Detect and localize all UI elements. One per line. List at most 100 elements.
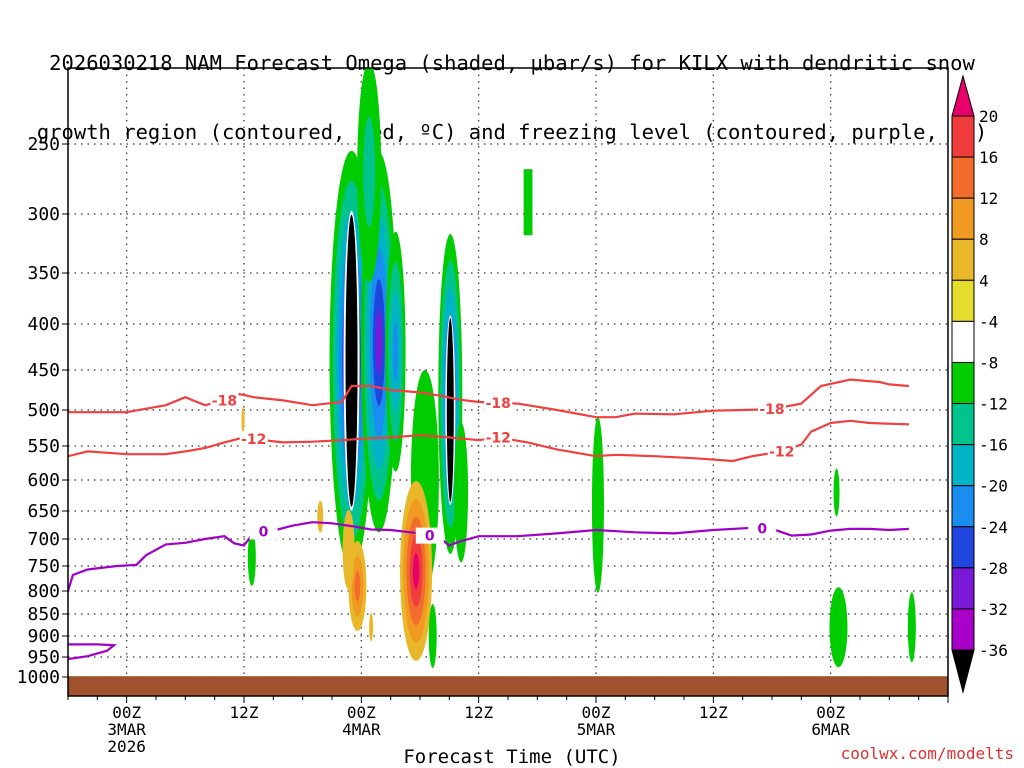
colorbar-bottom-arrow [951,649,975,694]
x-tick-label: 4MAR [342,720,381,739]
contour-freezing_0_lowleft [68,643,117,661]
colorbar-label: 20 [979,107,998,126]
omega-cell-5mar [591,416,604,593]
contour-label-bg [415,527,444,544]
y-tick-label: 850 [27,604,60,625]
ground-surface [68,676,948,696]
colorbar-label: -8 [979,353,998,372]
contour-label-dgz_minus12: -12 [769,444,794,460]
colorbar-box [951,444,975,487]
colorbar-label: 4 [979,271,989,290]
colorbar-box [951,485,975,528]
omega-cell-5mar-level [591,416,604,593]
colorbar-label: -20 [979,477,1008,496]
credit-text[interactable]: coolwx.com/modelts [840,744,1014,763]
contour-label-dgz_minus12: -12 [486,430,511,446]
omega-blob-east [446,318,454,502]
omega-pos-tiny-level [369,613,374,642]
omega-cell-low [428,604,437,668]
contour-label-freezing_0: 0 [757,521,767,537]
contour-label-dgz_minus12: -12 [241,432,266,448]
omega-pos-small-level [317,500,324,533]
colorbar-box [951,115,975,158]
omega-cell-12z-level [247,529,256,586]
omega-cell-6mar-upper [833,468,840,517]
colorbar-label: -4 [979,312,998,331]
x-tick-label: 00Z [816,703,845,722]
y-tick-label: 600 [27,470,60,491]
y-tick-label: 350 [27,263,60,284]
plot-area: -18 -18 -18 -12 -12 -12 0 0 0 [68,68,948,696]
x-tick-label: 12Z [464,703,493,722]
contour-label-bg [767,443,796,460]
omega-green-east [454,422,469,563]
contour-label-bg [249,523,278,540]
x-tick-label: 00Z [582,703,611,722]
contour-label-bg [484,394,513,411]
x-tick-label: 6MAR [811,720,850,739]
colorbar-box [951,320,975,363]
omega-pos-speck-level [241,406,245,435]
colorbar-box [951,156,975,199]
omega-column-third-level [393,321,399,382]
colorbar-box [951,526,975,569]
colorbar-box [951,279,975,322]
omega-cell-6mar-upper-level [833,468,840,517]
contour-label-bg [484,429,513,446]
x-tick-label: 12Z [699,703,728,722]
y-tick-label: 400 [27,314,60,335]
omega-cell-edge [907,592,916,663]
omega-green-east-level [454,422,469,563]
colorbar-box [951,567,975,610]
y-tick-label: 1000 [17,667,60,688]
colorbar-label: 12 [979,189,998,208]
colorbar-box [951,197,975,240]
x-tick-label: 5MAR [577,720,616,739]
contour-label-dgz_minus18: -18 [212,393,237,409]
y-tick-label: 550 [27,436,60,457]
contour-label-dgz_minus18: -18 [759,402,784,418]
y-tick-label: 450 [27,360,60,381]
colorbar-box [951,608,975,651]
colorbar-label: -16 [979,436,1008,455]
contour-label-dgz_minus18: -18 [486,396,511,412]
omega-cell-edge-level [907,592,916,663]
contour-label-bg [758,401,786,418]
omega-cell-6mar-lower-level [829,587,848,668]
omega-cell-6mar-lower [829,587,848,668]
omega-pos-max [400,481,433,661]
omega-pos-small [317,500,324,533]
colorbar-label: -12 [979,395,1008,414]
colorbar-label: -36 [979,641,1008,660]
colorbar-label: -24 [979,518,1008,537]
omega-pos-west-2 [342,509,355,590]
y-tick-label: 300 [27,204,60,225]
colorbar-box [951,403,975,446]
y-tick-label: 800 [27,581,60,602]
omega-pos-west-level [354,571,361,601]
colorbar-label: 16 [979,148,998,167]
colorbar-label: -28 [979,559,1008,578]
plot-frame [67,67,949,697]
x-tick-label: 3MAR [107,720,146,739]
omega-blob-green-upper [523,169,533,236]
omega-pos-speck [241,406,245,435]
x-tick-label: 2026 [107,737,146,756]
omega-column-second-level [375,310,382,375]
colorbar-top-arrow [951,74,975,117]
omega-pos-west-2-level [342,509,355,590]
contour-label-bg [210,392,239,409]
colorbar-label: -32 [979,600,1008,619]
y-tick-label: 750 [27,556,60,577]
omega-pos-tiny [369,613,374,642]
contour-label-freezing_0: 0 [259,524,269,540]
omega-upper-green [357,68,382,282]
omega-pos-max-level [412,553,420,589]
contour-label-bg [239,430,268,447]
y-tick-label: 700 [27,529,60,550]
contour-label-bg [748,520,777,537]
colorbar-box [951,238,975,281]
y-tick-label: 250 [27,134,60,155]
y-tick-label: 900 [27,626,60,647]
